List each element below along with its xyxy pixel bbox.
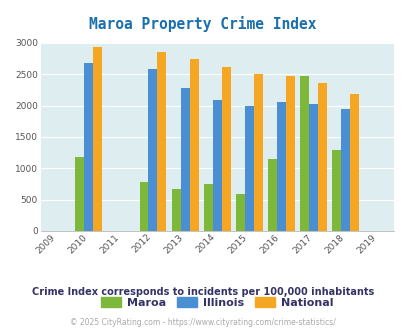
Bar [203,184,212,231]
Bar [340,109,349,231]
Bar [189,59,198,231]
Bar [235,194,244,231]
Bar [299,76,308,231]
Bar [139,182,148,231]
Bar [212,100,221,231]
Bar [253,74,262,231]
Bar [276,102,285,231]
Legend: Maroa, Illinois, National: Maroa, Illinois, National [97,293,337,313]
Bar [75,157,84,231]
Bar [84,63,93,231]
Bar [317,83,326,231]
Text: Crime Index corresponds to incidents per 100,000 inhabitants: Crime Index corresponds to incidents per… [32,287,373,297]
Bar [285,76,294,231]
Bar [93,47,102,231]
Bar [331,150,340,231]
Bar [308,104,317,231]
Bar [221,67,230,231]
Text: Maroa Property Crime Index: Maroa Property Crime Index [89,16,316,32]
Bar [157,52,166,231]
Bar [171,189,180,231]
Text: © 2025 CityRating.com - https://www.cityrating.com/crime-statistics/: © 2025 CityRating.com - https://www.city… [70,318,335,327]
Bar [148,69,157,231]
Bar [180,88,189,231]
Bar [244,106,253,231]
Bar [349,94,358,231]
Bar [267,159,276,231]
